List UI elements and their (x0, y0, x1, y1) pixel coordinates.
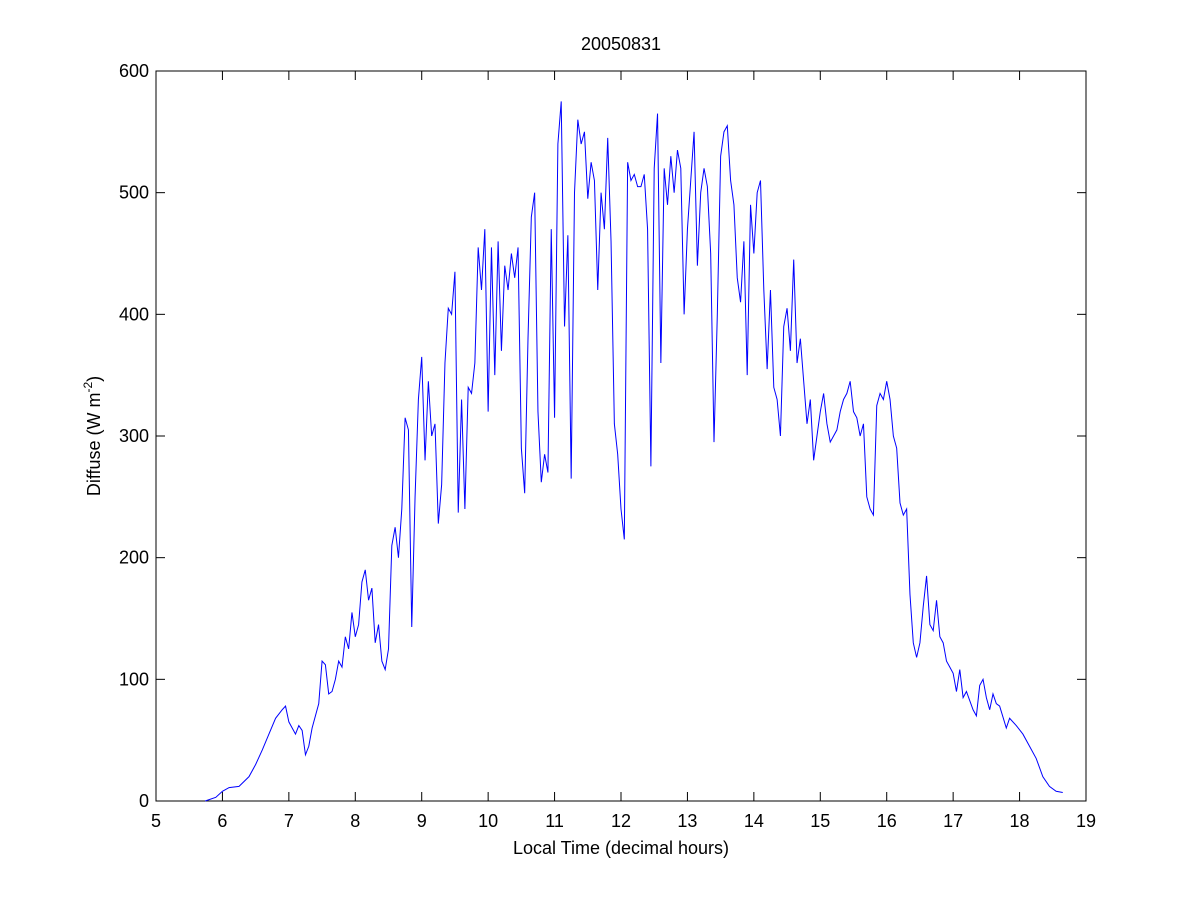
x-tick-label: 10 (478, 811, 498, 831)
y-axis-label-text: Diffuse (W m (84, 392, 104, 496)
y-tick-label: 500 (119, 183, 149, 203)
y-tick-label: 300 (119, 426, 149, 446)
x-axis-label: Local Time (decimal hours) (513, 838, 729, 858)
y-axis-label: Diffuse (W m-2) (81, 376, 104, 496)
y-tick-label: 600 (119, 61, 149, 81)
x-tick-label: 18 (1010, 811, 1030, 831)
x-tick-label: 15 (810, 811, 830, 831)
x-tick-label: 6 (217, 811, 227, 831)
y-tick-label: 400 (119, 304, 149, 324)
x-tick-label: 8 (350, 811, 360, 831)
data-line (204, 101, 1063, 802)
y-axis-label-superscript: -2 (81, 381, 95, 392)
chart-title: 20050831 (581, 34, 661, 54)
y-axis-label-suffix: ) (84, 376, 104, 382)
x-tick-label: 14 (744, 811, 764, 831)
x-tick-label: 12 (611, 811, 631, 831)
x-tick-label: 13 (677, 811, 697, 831)
y-tick-label: 200 (119, 548, 149, 568)
x-tick-label: 7 (284, 811, 294, 831)
y-tick-label: 0 (139, 791, 149, 811)
x-tick-label: 11 (545, 811, 564, 831)
x-tick-label: 9 (417, 811, 427, 831)
x-tick-label: 17 (943, 811, 963, 831)
axes-box (155, 70, 1087, 802)
y-tick-label: 100 (119, 669, 149, 689)
x-tick-label: 5 (151, 811, 161, 831)
x-tick-label: 16 (877, 811, 897, 831)
x-tick-label: 19 (1076, 811, 1096, 831)
